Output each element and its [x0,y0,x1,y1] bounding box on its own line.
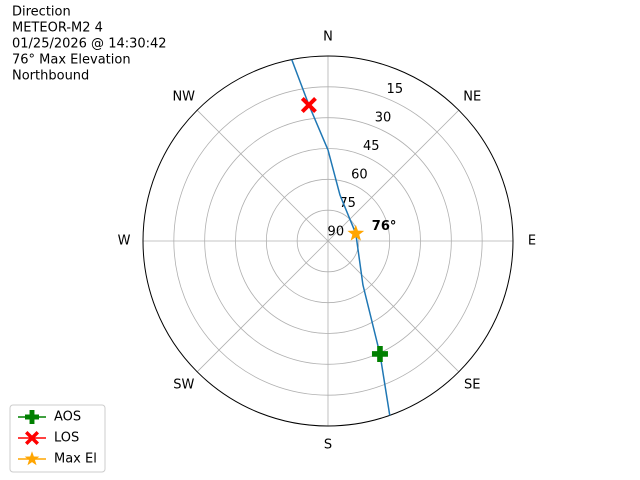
title-line: Northbound [12,69,89,84]
theta-tick-label: NE [463,89,481,104]
theta-tick-label: E [528,234,536,249]
theta-tick-label: NW [172,89,195,104]
r-tick-label: 30 [375,110,392,125]
title-line: METEOR-M2 4 [12,21,103,36]
marker-x [300,97,317,114]
r-grid-ring [173,86,483,396]
title-line: 76° Max Elevation [12,53,131,68]
r-grid-ring [204,117,452,365]
legend-label: Max El [54,452,97,467]
theta-tick-label: W [118,234,131,249]
polar-frame [142,55,514,427]
marker-star [347,224,365,241]
r-grid-ring [265,178,391,304]
title-line: 01/25/2026 @ 14:30:42 [12,37,167,52]
legend-marker [25,431,39,445]
theta-tick-label: SE [464,378,480,393]
theta-tick-label: SW [173,378,194,393]
theta-tick-label: S [324,438,332,453]
legend-label: AOS [54,410,81,425]
r-tick-label: 45 [363,139,380,154]
legend-marker [24,451,40,466]
r-tick-label: 60 [351,167,368,182]
theta-tick-label: N [323,30,333,45]
r-tick-label: 15 [387,82,404,97]
r-tick-label: 90 [328,224,345,239]
title-line: Direction [12,5,71,20]
marker-plus [371,345,388,362]
track-line [291,59,391,416]
value-label: 76° [372,219,397,234]
r-grid-ring [296,209,360,273]
legend-label: LOS [54,431,79,446]
legend-marker [25,410,39,424]
r-tick-label: 75 [339,196,356,211]
